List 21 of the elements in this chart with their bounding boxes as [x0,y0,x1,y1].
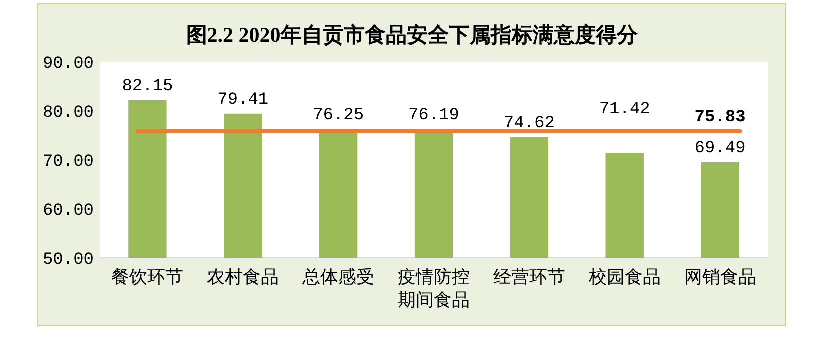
data-label: 76.19 [408,106,460,126]
data-label: 82.15 [122,77,174,96]
y-tick-label: 60.00 [42,202,94,221]
data-label: 76.25 [313,106,364,126]
ref-line-label: 75.83 [694,108,746,128]
y-tick-label: 90.00 [42,54,94,74]
y-tick-label: 50.00 [42,250,94,270]
x-tick-label: 农村食品 [207,267,280,287]
data-label: 74.62 [504,114,555,134]
x-tick-label: 校园食品 [588,267,661,287]
x-tick-label: 网销食品 [684,267,756,287]
data-label: 79.41 [218,90,269,110]
y-tick-label: 70.00 [42,152,94,172]
x-tick-label: 经营环节 [493,267,566,287]
data-label: 71.42 [599,100,650,120]
data-label: 69.49 [694,140,746,158]
chart-title: 图2.2 2020年自贡市食品安全下属指标满意度得分 [186,23,639,47]
x-tick-label: 总体感受 [302,267,375,287]
x-tick-label: 疫情防控期间食品 [398,267,470,310]
y-tick-label: 80.00 [42,104,94,123]
x-tick-label: 餐饮环节 [112,267,184,287]
